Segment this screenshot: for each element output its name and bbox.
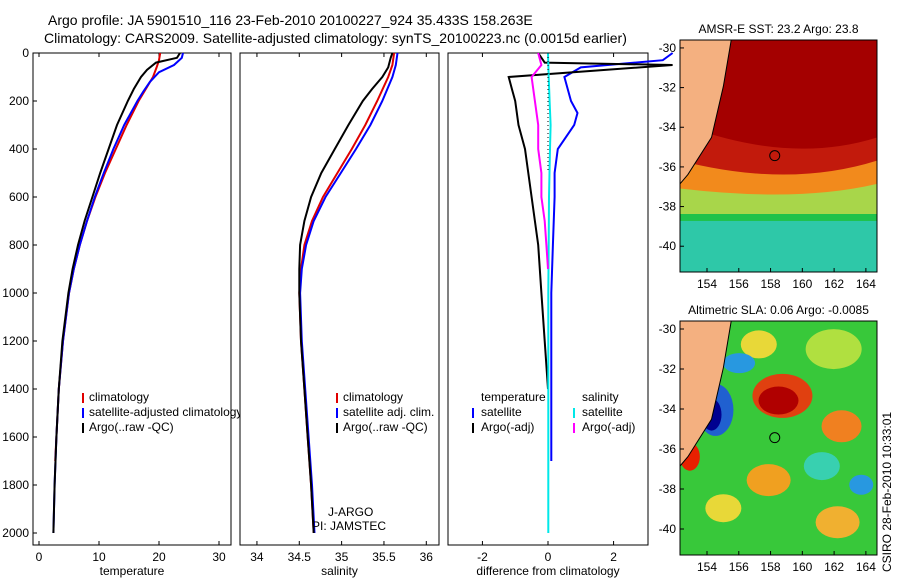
x-tick-label: 158 (761, 277, 781, 291)
legend-title: salinity (582, 390, 619, 404)
map-frame-sla (679, 320, 878, 556)
legend-entry: Argo(..raw -QC) (89, 420, 174, 434)
y-tick-label: -36 (659, 442, 677, 456)
y-tick-label: -32 (659, 81, 677, 95)
legend-entry: Argo(-adj) (481, 420, 534, 434)
x-axis-label: temperature (100, 564, 165, 578)
x-axis-label: salinity (321, 564, 358, 578)
sla-anomaly-blob (746, 464, 791, 497)
series-line-difference-from-climatology-2 (547, 52, 552, 533)
map-content-sst (680, 40, 877, 272)
series-line-difference-from-climatology-1 (507, 52, 673, 390)
x-tick-label: 0 (36, 550, 43, 564)
x-tick-label: 34 (250, 550, 264, 564)
profile-title: Argo profile: JA 5901510_116 23-Feb-2010… (48, 12, 533, 28)
x-tick-label: 154 (697, 277, 717, 291)
legend-entry: satellite (582, 405, 623, 419)
x-tick-label: 0 (545, 550, 552, 564)
x-tick-label: 34.5 (288, 550, 312, 564)
legend-entry: Argo(-adj) (582, 420, 635, 434)
argo-location-marker (769, 150, 781, 162)
y-tick-label: -38 (659, 482, 677, 496)
panel-frame-temperature-profile (32, 52, 232, 546)
y-tick-label: 600 (9, 190, 29, 204)
sla-anomaly-blob (849, 474, 874, 495)
y-tick-label: -32 (659, 362, 677, 376)
map-frame-sst (679, 39, 878, 273)
x-tick-label: 30 (212, 550, 226, 564)
map-title: AMSR-E SST: 23.2 Argo: 23.8 (698, 22, 858, 36)
credit-label: CSIRO 28-Feb-2010 10:33:01 (880, 411, 894, 572)
sla-anomaly-blob (758, 386, 799, 415)
series-line-temperature-profile-2 (52, 52, 181, 534)
x-tick-label: 158 (761, 560, 781, 574)
climatology-subtitle: Climatology: CARS2009. Satellite-adjuste… (44, 30, 627, 46)
map-title: Altimetric SLA: 0.06 Argo: -0.0085 (688, 303, 869, 317)
panel-frame-salinity-profile (239, 52, 440, 546)
x-tick-label: 162 (824, 277, 844, 291)
x-tick-label: 156 (729, 277, 749, 291)
y-tick-label: 1600 (2, 430, 29, 444)
x-tick-label: 35.5 (372, 550, 396, 564)
x-tick-label: 20 (152, 550, 166, 564)
series-line-salinity-profile-2 (298, 52, 394, 534)
y-tick-label: -34 (659, 120, 677, 134)
y-tick-label: -30 (659, 322, 677, 336)
map-content-sla (680, 321, 877, 555)
y-tick-label: 2000 (2, 526, 29, 540)
sla-anomaly-blob (805, 329, 862, 370)
y-tick-label: 1400 (2, 382, 29, 396)
sla-anomaly-blob (723, 353, 756, 374)
series-line-difference-from-climatology-0 (550, 52, 674, 461)
y-tick-label: -40 (659, 522, 677, 536)
legend-entry: climatology (343, 390, 403, 404)
y-tick-label: -36 (659, 160, 677, 174)
sla-anomaly-blob (740, 330, 777, 359)
x-tick-label: 164 (856, 277, 876, 291)
annotation-text: PI: JAMSTEC (312, 519, 386, 533)
y-tick-label: 800 (9, 238, 29, 252)
sla-anomaly-blob (815, 506, 860, 539)
legend-title: temperature (481, 390, 546, 404)
y-tick-label: 200 (9, 94, 29, 108)
y-tick-label: 0 (22, 46, 29, 60)
x-tick-label: 35 (335, 550, 349, 564)
land-coastline (680, 321, 732, 467)
y-tick-label: 1000 (2, 286, 29, 300)
y-tick-label: -40 (659, 239, 677, 253)
x-tick-label: 156 (729, 560, 749, 574)
sst-cold-band (680, 220, 877, 272)
x-tick-label: 154 (697, 560, 717, 574)
series-line-difference-from-climatology-3 (530, 52, 549, 270)
legend-entry: Argo(..raw -QC) (343, 420, 428, 434)
x-tick-label: 160 (792, 277, 812, 291)
x-tick-label: 36 (420, 550, 434, 564)
legend-entry: satellite adj. clim. (343, 405, 434, 419)
y-tick-label: -34 (659, 402, 677, 416)
legend-entry: climatology (89, 390, 149, 404)
x-tick-label: -2 (477, 550, 488, 564)
legend-entry: satellite-adjusted climatology (89, 405, 242, 419)
land-coastline (680, 40, 732, 185)
legend-entry: satellite (481, 405, 522, 419)
y-tick-label: -30 (659, 41, 677, 55)
y-tick-label: 400 (9, 142, 29, 156)
x-tick-label: 10 (92, 550, 106, 564)
y-tick-label: 1200 (2, 334, 29, 348)
x-tick-label: 160 (792, 560, 812, 574)
x-tick-label: 162 (824, 560, 844, 574)
sla-anomaly-blob (803, 452, 840, 481)
y-tick-label: -38 (659, 200, 677, 214)
y-tick-label: 1800 (2, 478, 29, 492)
argo-location-marker (769, 432, 781, 444)
sst-hottest-region (680, 40, 877, 149)
sla-anomaly-blob (821, 410, 862, 443)
annotation-text: J-ARGO (328, 505, 373, 519)
x-axis-label: difference from climatology (476, 564, 619, 578)
x-tick-label: 2 (610, 550, 617, 564)
x-tick-label: 164 (856, 560, 876, 574)
sla-anomaly-blob (705, 494, 742, 523)
